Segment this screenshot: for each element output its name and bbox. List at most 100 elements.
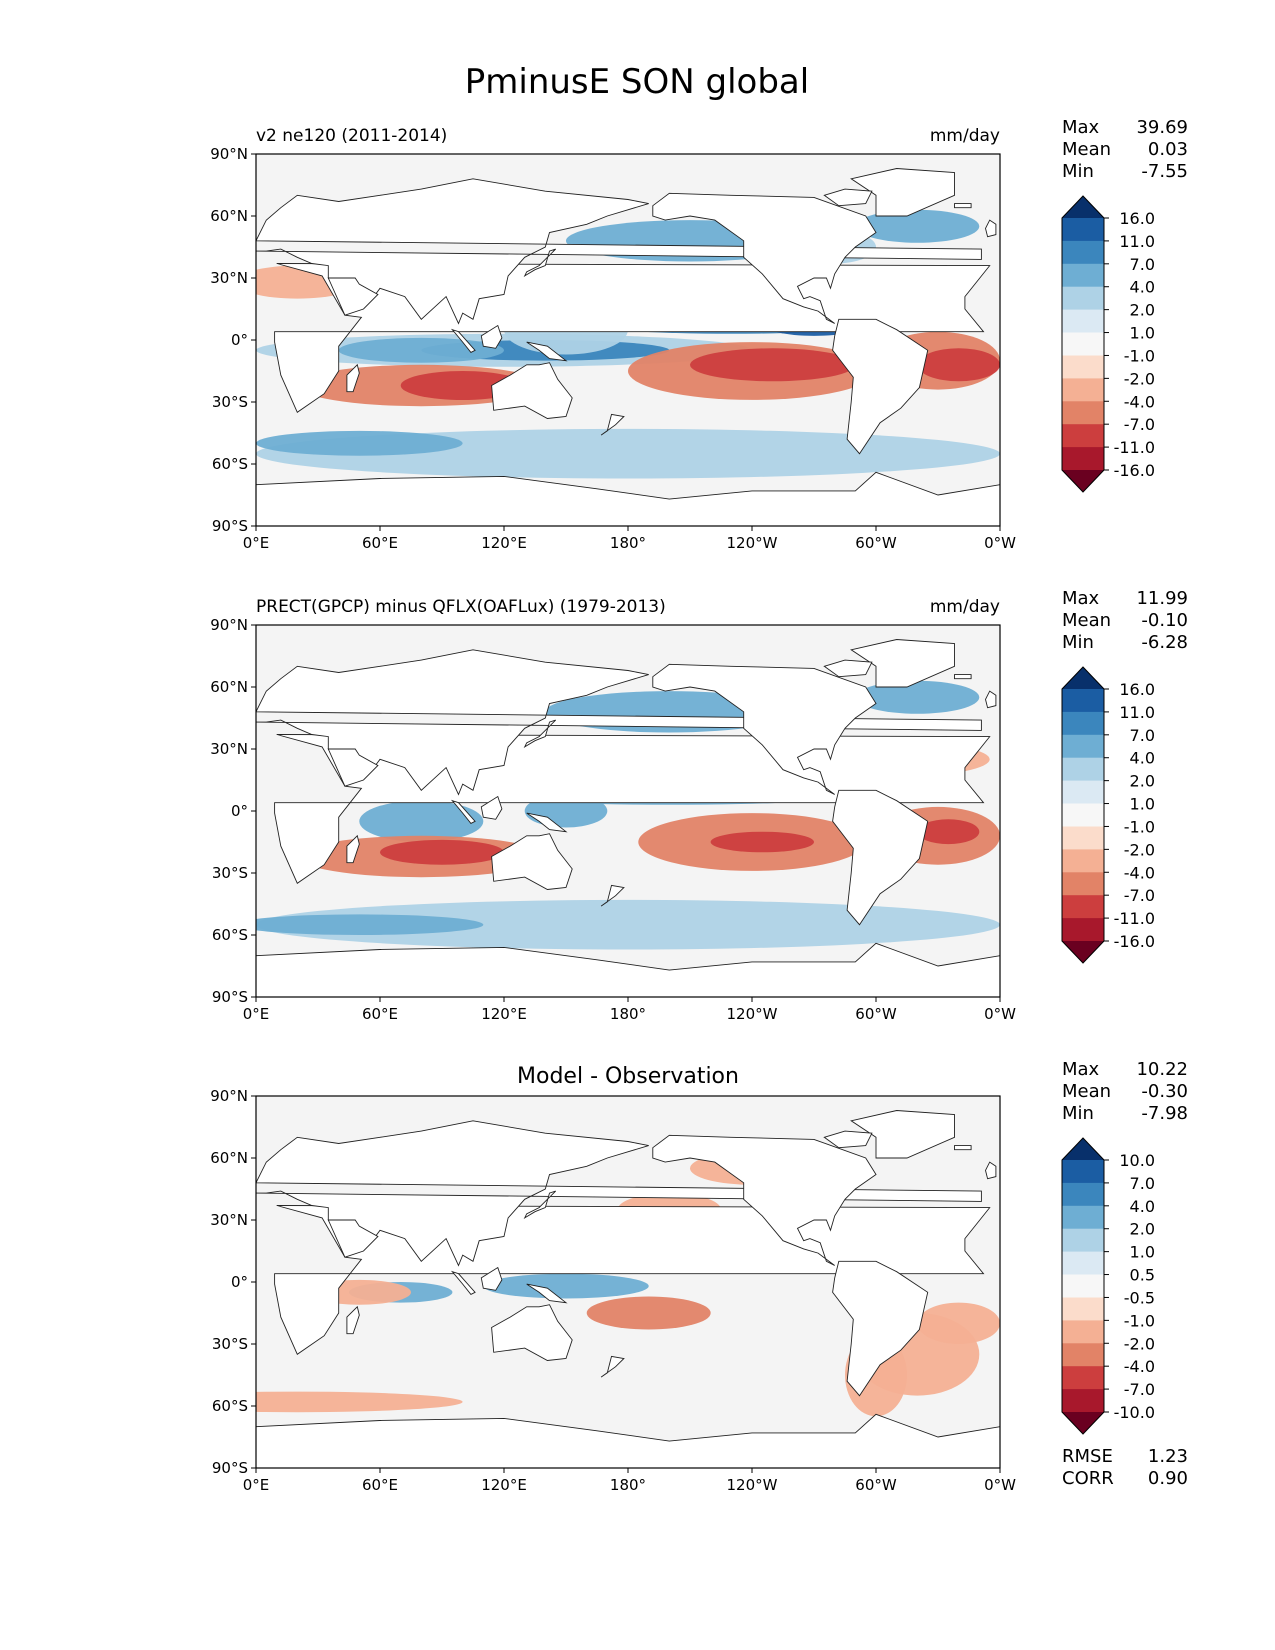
colorbar-tick-label: -16.0 xyxy=(1114,461,1155,480)
antarctica-landmass xyxy=(256,942,1000,997)
australia-landmass xyxy=(491,1304,573,1361)
x-tick-label: 0°E xyxy=(243,1005,270,1023)
x-tick-label: 120°E xyxy=(481,1005,527,1023)
stat-label: Mean xyxy=(1062,1081,1111,1102)
y-tick-label: 90°N xyxy=(210,1087,248,1105)
australia-landmass xyxy=(491,833,573,890)
y-tick-label: 90°N xyxy=(210,145,248,163)
colorbar-tick-label: -11.0 xyxy=(1114,909,1155,928)
land-layer xyxy=(256,1110,1000,1468)
colorbar-tick-label: -4.0 xyxy=(1124,392,1155,411)
colorbar-tick-label: 7.0 xyxy=(1130,255,1155,274)
colorbar-band xyxy=(1062,872,1104,896)
corr-value: 0.90 xyxy=(1148,1468,1188,1489)
panel-units: mm/day xyxy=(930,597,1000,617)
colorbar-tick-label: 7.0 xyxy=(1130,726,1155,745)
colorbar-band xyxy=(1062,378,1104,402)
figure-title: PminusE SON global xyxy=(465,62,809,102)
colorbar-band xyxy=(1062,711,1104,736)
new-zealand-landmass xyxy=(600,413,625,436)
x-tick-label: 60°E xyxy=(362,1476,398,1494)
stat-label: Max xyxy=(1062,588,1100,609)
colorbar-tick-label: -0.5 xyxy=(1124,1288,1155,1307)
field-contour xyxy=(380,839,504,865)
colorbar-tick-label: -1.0 xyxy=(1124,346,1155,365)
x-tick-label: 180° xyxy=(610,534,646,552)
stat-value: -0.10 xyxy=(1141,610,1188,631)
stat-label: Min xyxy=(1062,1103,1094,1124)
colorbar-tick-label: -1.0 xyxy=(1124,817,1155,836)
sumatra-landmass xyxy=(450,799,476,824)
japan-landmass xyxy=(523,719,557,749)
stat-value: -7.98 xyxy=(1141,1103,1188,1124)
australia-landmass xyxy=(491,362,573,419)
x-tick-label: 180° xyxy=(610,1476,646,1494)
stat-label: Min xyxy=(1062,161,1094,182)
colorbar-band xyxy=(1062,1366,1104,1390)
colorbar-band xyxy=(1062,218,1104,242)
colorbar-extend-max xyxy=(1062,667,1104,689)
y-tick-label: 90°S xyxy=(212,1459,248,1477)
colorbar-band xyxy=(1062,895,1104,919)
y-tick-label: 30°N xyxy=(210,1211,248,1229)
colorbar-tick-label: -4.0 xyxy=(1124,1357,1155,1376)
arabia-landmass xyxy=(327,277,379,316)
panel-title: Model - Observation xyxy=(517,1064,739,1089)
field-contour xyxy=(710,831,814,853)
field-contour xyxy=(256,899,1000,950)
colorbar-tick-label: 16.0 xyxy=(1119,680,1155,699)
x-tick-label: 120°E xyxy=(481,1476,527,1494)
north-america-landmass xyxy=(652,663,877,795)
map-panel-3: 0°E 60°E 120°E 180° 120°W 60°W 0°W 90°N 60°N 30°N… xyxy=(210,1064,1016,1494)
y-tick-label: 0° xyxy=(231,1273,248,1291)
stat-value: 39.69 xyxy=(1136,117,1188,138)
colorbar-tick-label: -11.0 xyxy=(1114,438,1155,457)
metrics-block: RMSE 1.23 CORR 0.90 xyxy=(1062,1446,1188,1489)
colorbar-tick-label: 2.0 xyxy=(1130,772,1155,791)
y-tick-label: 60°S xyxy=(212,926,248,944)
colorbar-band xyxy=(1062,332,1104,356)
field-contour xyxy=(256,430,463,456)
borneo-landmass xyxy=(480,324,503,349)
arabia-landmass xyxy=(327,748,379,787)
colorbar-tick-label: -16.0 xyxy=(1114,932,1155,951)
colorbar-band xyxy=(1062,401,1104,425)
colorbar-band xyxy=(1062,1160,1104,1184)
colorbar-tick-label: -4.0 xyxy=(1124,863,1155,882)
stat-value: -7.55 xyxy=(1141,161,1188,182)
colorbar-tick-label: 7.0 xyxy=(1130,1174,1155,1193)
colorbar-band xyxy=(1062,1320,1104,1344)
field-contour xyxy=(917,819,980,845)
colorbar-band xyxy=(1062,826,1104,850)
new-guinea-landmass xyxy=(526,1283,568,1304)
map-panel-1: 0°E 60°E 120°E 180° 120°W 60°W 0°W 90°N 60°N 30°N… xyxy=(210,126,1016,552)
baffin-landmass xyxy=(823,1130,873,1149)
x-tick-label: 120°W xyxy=(727,534,778,552)
colorbar-band xyxy=(1062,1251,1104,1275)
rmse-value: 1.23 xyxy=(1148,1446,1188,1467)
colorbar-band xyxy=(1062,355,1104,379)
colorbar-band xyxy=(1062,689,1104,713)
stat-label: Max xyxy=(1062,117,1100,138)
y-tick-label: 60°S xyxy=(212,1397,248,1415)
new-guinea-landmass xyxy=(526,812,568,833)
field-contour xyxy=(917,1302,1000,1344)
panel-title: PRECT(GPCP) minus QFLX(OAFLux) (1979-201… xyxy=(256,597,666,617)
great-britain-landmass xyxy=(985,1161,997,1180)
x-tick-label: 0°W xyxy=(984,1476,1016,1494)
south-america-landmass xyxy=(832,789,929,926)
x-tick-label: 60°W xyxy=(855,534,897,552)
field-contour xyxy=(917,348,1000,382)
stat-value: 10.22 xyxy=(1136,1059,1188,1080)
field-contour xyxy=(359,800,484,842)
colorbar-band xyxy=(1062,734,1104,759)
colorbar-tick-label: -7.0 xyxy=(1124,886,1155,905)
y-tick-label: 60°N xyxy=(210,207,248,225)
stat-label: Mean xyxy=(1062,610,1111,631)
antarctica-landmass xyxy=(256,1413,1000,1468)
x-tick-label: 0°W xyxy=(984,534,1016,552)
baffin-landmass xyxy=(823,188,873,207)
great-britain-landmass xyxy=(985,690,997,709)
stats-block: Max 11.99 Mean -0.10 Min -6.28 xyxy=(1062,588,1188,653)
colorbar-tick-label: 1.0 xyxy=(1130,324,1155,343)
